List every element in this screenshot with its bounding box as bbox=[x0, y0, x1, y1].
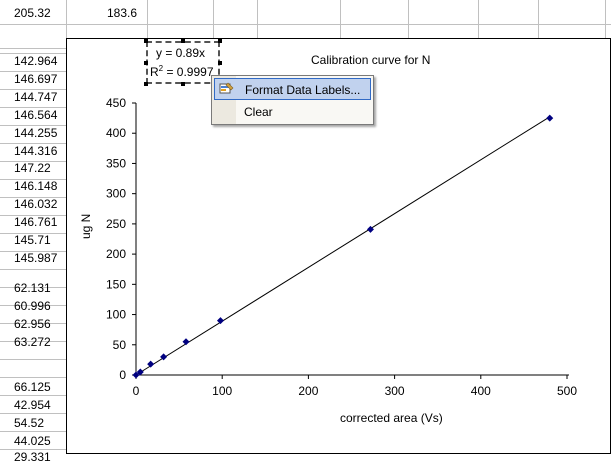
y-tick-label: 250 bbox=[106, 217, 126, 231]
data-point bbox=[182, 338, 190, 346]
menu-item-label: Format Data Labels... bbox=[245, 83, 361, 97]
menu-item-format-data-labels[interactable]: Format Data Labels... bbox=[214, 78, 371, 100]
cell-a-value[interactable]: 147.22 bbox=[14, 161, 51, 175]
selection-handle[interactable] bbox=[181, 39, 185, 43]
cell-a-value[interactable]: 144.255 bbox=[14, 126, 58, 140]
y-tick-label: 0 bbox=[119, 368, 126, 382]
chart-area[interactable]: 0 50 100 150 200 250 300 350 400 450 0 100 200 300 400… bbox=[66, 38, 611, 454]
trendline-label[interactable]: y = 0.89x R2 = 0.9997 bbox=[146, 41, 220, 84]
cell-a-value[interactable]: 63.272 bbox=[14, 335, 51, 349]
cell-a-value[interactable]: 66.125 bbox=[14, 380, 51, 394]
x-tick-label: 0 bbox=[133, 384, 140, 398]
cell-a-value[interactable]: 144.747 bbox=[14, 90, 58, 104]
y-tick-label: 50 bbox=[113, 338, 127, 352]
y-tick-label: 450 bbox=[106, 96, 126, 110]
chart-axes bbox=[132, 102, 569, 379]
cell-a-value[interactable]: 146.697 bbox=[14, 72, 58, 86]
trendline-r-squared: R2 = 0.9997 bbox=[150, 64, 214, 79]
cell-a-value[interactable]: 60.996 bbox=[14, 299, 51, 313]
y-tick-label: 150 bbox=[106, 277, 126, 291]
x-tick-label: 400 bbox=[471, 384, 491, 398]
data-point bbox=[136, 368, 144, 376]
x-tick-label: 500 bbox=[557, 384, 577, 398]
cell-b1[interactable]: 183.6 bbox=[107, 6, 138, 20]
y-tick-label: 350 bbox=[106, 156, 126, 170]
context-menu: Format Data Labels... Clear bbox=[211, 75, 374, 125]
y-tick-label: 300 bbox=[106, 187, 126, 201]
trendline bbox=[135, 116, 551, 376]
selection-handle[interactable] bbox=[144, 39, 148, 43]
cell-a1[interactable]: 205.32 bbox=[14, 6, 51, 20]
trendline-equation: y = 0.89x bbox=[156, 46, 206, 60]
cell-a-value[interactable]: 44.025 bbox=[14, 434, 51, 448]
cell-a-value[interactable]: 146.032 bbox=[14, 197, 58, 211]
selection-handle[interactable] bbox=[218, 61, 222, 65]
data-point bbox=[147, 360, 155, 368]
data-point bbox=[366, 225, 374, 233]
selection-handle[interactable] bbox=[144, 82, 148, 86]
cell-a-value[interactable]: 146.148 bbox=[14, 179, 58, 193]
y-tick-label: 100 bbox=[106, 308, 126, 322]
cell-a-value[interactable]: 145.987 bbox=[14, 251, 58, 265]
cell-a-value[interactable]: 29.331 bbox=[14, 450, 51, 464]
chart-title: Calibration curve for N bbox=[311, 53, 431, 67]
selection-handle[interactable] bbox=[218, 39, 222, 43]
x-tick-label: 200 bbox=[298, 384, 318, 398]
selection-handle[interactable] bbox=[181, 82, 185, 86]
cell-a-value[interactable]: 144.316 bbox=[14, 144, 58, 158]
scatter-chart: 0 50 100 150 200 250 300 350 400 450 0 100 200 300 400… bbox=[106, 96, 577, 398]
x-tick-label: 100 bbox=[212, 384, 232, 398]
data-point bbox=[216, 317, 224, 325]
y-axis-title: ug N bbox=[79, 213, 93, 239]
x-axis-title: corrected area (Vs) bbox=[340, 411, 443, 425]
tick-labels: 0 50 100 150 200 250 300 350 400 450 0 100 200 300 400… bbox=[106, 96, 577, 398]
cell-a-value[interactable]: 42.954 bbox=[14, 398, 51, 412]
cell-a-value[interactable]: 62.956 bbox=[14, 317, 51, 331]
format-data-labels-icon bbox=[219, 82, 234, 94]
y-tick-label: 400 bbox=[106, 126, 126, 140]
data-point bbox=[132, 371, 140, 379]
cell-a-value[interactable]: 54.52 bbox=[14, 416, 45, 430]
cell-a-value[interactable]: 146.564 bbox=[14, 108, 58, 122]
selection-handle[interactable] bbox=[144, 61, 148, 65]
y-tick-label: 200 bbox=[106, 247, 126, 261]
cell-a-value[interactable]: 146.761 bbox=[14, 215, 58, 229]
x-tick-label: 300 bbox=[385, 384, 405, 398]
menu-item-clear[interactable]: Clear bbox=[214, 101, 371, 123]
trendline-line bbox=[135, 116, 551, 376]
data-point bbox=[546, 114, 554, 122]
data-points bbox=[132, 114, 554, 379]
cell-a-value[interactable]: 62.131 bbox=[14, 281, 51, 295]
cell-a-value[interactable]: 145.71 bbox=[14, 233, 51, 247]
menu-item-label: Clear bbox=[244, 105, 273, 119]
data-point bbox=[160, 353, 168, 361]
cell-a-value[interactable]: 142.964 bbox=[14, 54, 58, 68]
